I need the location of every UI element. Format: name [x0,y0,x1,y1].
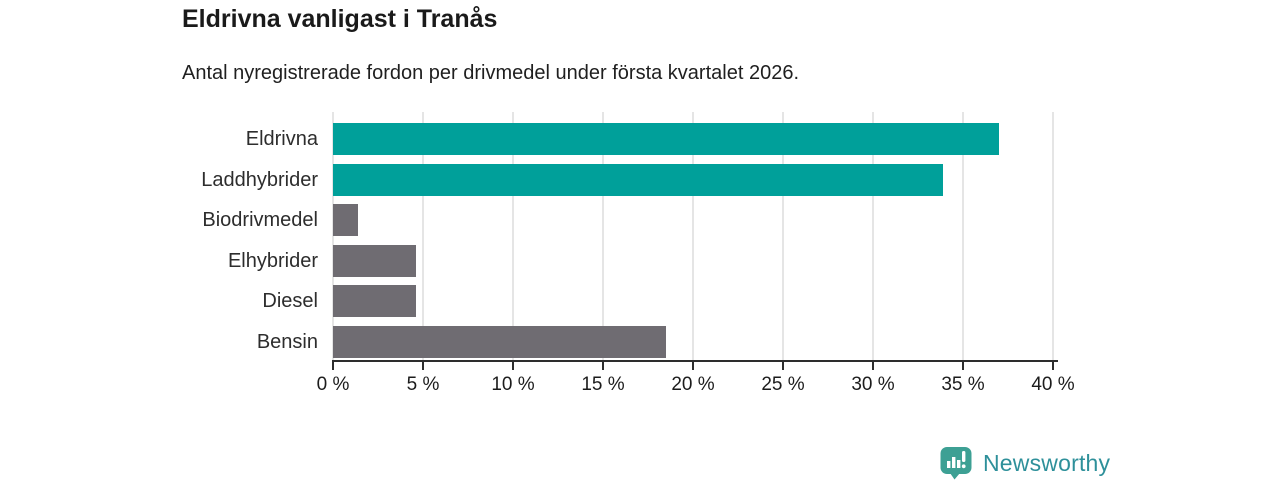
category-label-diesel: Diesel [262,290,318,312]
newsworthy-chart-bubble-icon [940,447,972,480]
bar-eldrivna [333,123,999,155]
x-tick-20 [692,362,694,370]
x-tick-5 [422,362,424,370]
x-tick-label-10: 10 % [491,374,535,395]
category-label-eldrivna: Eldrivna [245,128,318,150]
gridline-5 [422,112,424,361]
category-label-biodrivmedel: Biodrivmedel [202,209,318,231]
x-axis-line [332,360,1058,362]
chart-subtitle: Antal nyregistrerade fordon per drivmede… [182,62,800,84]
x-tick-40 [1052,362,1054,370]
bar-diesel [333,285,416,317]
gridline-10 [512,112,514,361]
x-tick-label-0: 0 % [316,374,350,395]
gridline-35 [962,112,964,361]
x-tick-label-40: 40 % [1031,374,1075,395]
category-label-bensin: Bensin [256,330,318,353]
x-tick-30 [872,362,874,370]
category-label-laddhybrider: Laddhybrider [201,168,318,191]
x-tick-label-20: 20 % [671,374,715,395]
x-tick-35 [962,362,964,370]
category-label-elhybrider: Elhybrider [227,249,318,272]
bar-biodrivmedel [333,204,359,236]
bar-laddhybrider [333,163,944,196]
gridline-25 [782,112,784,361]
newsworthy-logo: Newsworthy [939,446,1110,480]
gridline-20 [692,112,694,361]
x-tick-15 [602,362,604,370]
x-tick-label-35: 35 % [941,374,985,395]
x-tick-label-30: 30 % [851,374,895,395]
gridline-15 [602,112,604,361]
gridline-0 [332,112,334,361]
x-tick-label-25: 25 % [761,374,805,395]
x-tick-25 [782,362,784,370]
gridline-30 [872,112,874,361]
x-tick-label-15: 15 % [581,374,625,395]
gridline-40 [1052,112,1054,361]
brand-name: Newsworthy [983,449,1111,476]
x-tick-label-5: 5 % [406,374,440,395]
x-tick-10 [512,362,514,370]
x-tick-0 [332,362,334,370]
chart-title: Eldrivna vanligast i Tranås [182,5,498,33]
bar-elhybrider [333,244,416,277]
bar-bensin [333,325,666,358]
